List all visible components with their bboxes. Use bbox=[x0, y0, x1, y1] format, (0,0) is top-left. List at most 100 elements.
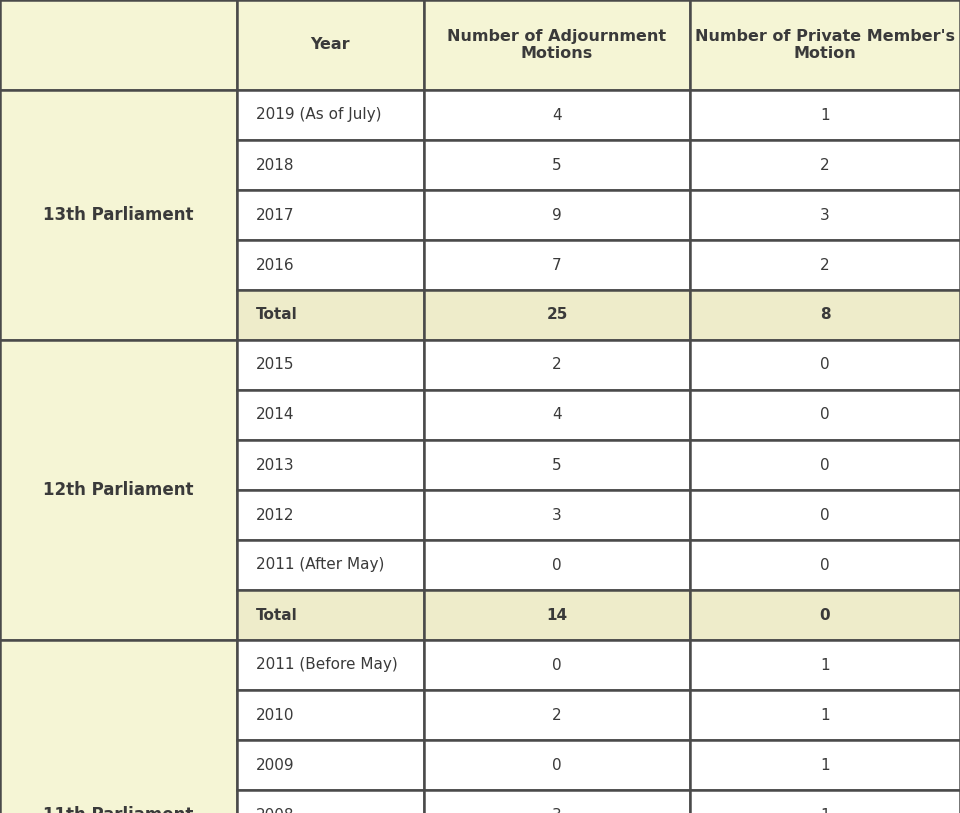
Bar bbox=[424, 490, 690, 540]
Text: 0: 0 bbox=[820, 558, 829, 572]
Text: 5: 5 bbox=[552, 158, 562, 172]
Bar bbox=[690, 540, 960, 590]
Text: 14: 14 bbox=[546, 607, 567, 623]
Bar bbox=[237, 0, 424, 90]
Bar bbox=[690, 190, 960, 240]
Text: 2015: 2015 bbox=[255, 358, 294, 372]
Text: 3: 3 bbox=[552, 807, 562, 813]
Bar bbox=[424, 390, 690, 440]
Bar bbox=[0, 340, 237, 640]
Bar bbox=[237, 140, 424, 190]
Bar bbox=[690, 340, 960, 390]
Bar bbox=[690, 140, 960, 190]
Bar bbox=[424, 440, 690, 490]
Text: 2012: 2012 bbox=[255, 507, 294, 523]
Bar bbox=[690, 590, 960, 640]
Text: 3: 3 bbox=[820, 207, 829, 223]
Bar bbox=[237, 90, 424, 140]
Bar bbox=[690, 740, 960, 790]
Text: Number of Private Member's
Motion: Number of Private Member's Motion bbox=[695, 28, 955, 61]
Text: 0: 0 bbox=[552, 558, 562, 572]
Text: 12th Parliament: 12th Parliament bbox=[43, 481, 194, 499]
Bar bbox=[237, 790, 424, 813]
Bar bbox=[690, 440, 960, 490]
Text: 0: 0 bbox=[552, 758, 562, 772]
Bar bbox=[690, 290, 960, 340]
Text: 2014: 2014 bbox=[255, 407, 294, 423]
Text: Total: Total bbox=[255, 307, 298, 323]
Text: 9: 9 bbox=[552, 207, 562, 223]
Text: 2: 2 bbox=[820, 158, 829, 172]
Text: 2: 2 bbox=[552, 707, 562, 723]
Bar bbox=[0, 640, 237, 813]
Bar bbox=[0, 0, 237, 90]
Bar bbox=[690, 490, 960, 540]
Text: 1: 1 bbox=[820, 107, 829, 123]
Text: 2013: 2013 bbox=[255, 458, 295, 472]
Bar bbox=[237, 440, 424, 490]
Text: 0: 0 bbox=[820, 407, 829, 423]
Bar bbox=[237, 490, 424, 540]
Text: Total: Total bbox=[255, 607, 298, 623]
Bar bbox=[424, 290, 690, 340]
Bar bbox=[424, 0, 690, 90]
Bar bbox=[690, 390, 960, 440]
Text: 3: 3 bbox=[552, 507, 562, 523]
Text: 0: 0 bbox=[820, 507, 829, 523]
Text: 2: 2 bbox=[552, 358, 562, 372]
Text: 2017: 2017 bbox=[255, 207, 294, 223]
Text: 1: 1 bbox=[820, 658, 829, 672]
Text: 25: 25 bbox=[546, 307, 567, 323]
Text: 1: 1 bbox=[820, 707, 829, 723]
Bar bbox=[237, 340, 424, 390]
Bar bbox=[424, 740, 690, 790]
Bar bbox=[690, 240, 960, 290]
Bar bbox=[237, 190, 424, 240]
Bar bbox=[424, 140, 690, 190]
Text: 2: 2 bbox=[820, 258, 829, 272]
Bar bbox=[237, 290, 424, 340]
Text: 4: 4 bbox=[552, 407, 562, 423]
Bar bbox=[237, 740, 424, 790]
Bar bbox=[237, 540, 424, 590]
Text: Year: Year bbox=[311, 37, 350, 53]
Text: 1: 1 bbox=[820, 758, 829, 772]
Text: 11th Parliament: 11th Parliament bbox=[43, 806, 194, 813]
Text: 2019 (As of July): 2019 (As of July) bbox=[255, 107, 381, 123]
Bar bbox=[424, 90, 690, 140]
Bar bbox=[424, 790, 690, 813]
Bar bbox=[424, 540, 690, 590]
Bar bbox=[237, 690, 424, 740]
Text: 1: 1 bbox=[820, 807, 829, 813]
Text: 13th Parliament: 13th Parliament bbox=[43, 206, 194, 224]
Text: 2011 (After May): 2011 (After May) bbox=[255, 558, 384, 572]
Text: 0: 0 bbox=[820, 358, 829, 372]
Text: 2016: 2016 bbox=[255, 258, 295, 272]
Text: 0: 0 bbox=[820, 458, 829, 472]
Text: 7: 7 bbox=[552, 258, 562, 272]
Text: 2008: 2008 bbox=[255, 807, 294, 813]
Bar bbox=[690, 790, 960, 813]
Bar bbox=[424, 190, 690, 240]
Text: 0: 0 bbox=[820, 607, 830, 623]
Bar bbox=[424, 690, 690, 740]
Bar bbox=[690, 690, 960, 740]
Bar bbox=[424, 340, 690, 390]
Bar bbox=[237, 590, 424, 640]
Bar bbox=[424, 640, 690, 690]
Text: 2011 (Before May): 2011 (Before May) bbox=[255, 658, 397, 672]
Bar bbox=[237, 240, 424, 290]
Text: 5: 5 bbox=[552, 458, 562, 472]
Bar bbox=[237, 640, 424, 690]
Text: 0: 0 bbox=[552, 658, 562, 672]
Text: 2018: 2018 bbox=[255, 158, 294, 172]
Bar bbox=[690, 640, 960, 690]
Text: 2010: 2010 bbox=[255, 707, 294, 723]
Bar bbox=[690, 90, 960, 140]
Bar bbox=[0, 90, 237, 340]
Bar bbox=[690, 0, 960, 90]
Bar bbox=[237, 390, 424, 440]
Bar bbox=[424, 590, 690, 640]
Text: 8: 8 bbox=[820, 307, 830, 323]
Bar bbox=[424, 240, 690, 290]
